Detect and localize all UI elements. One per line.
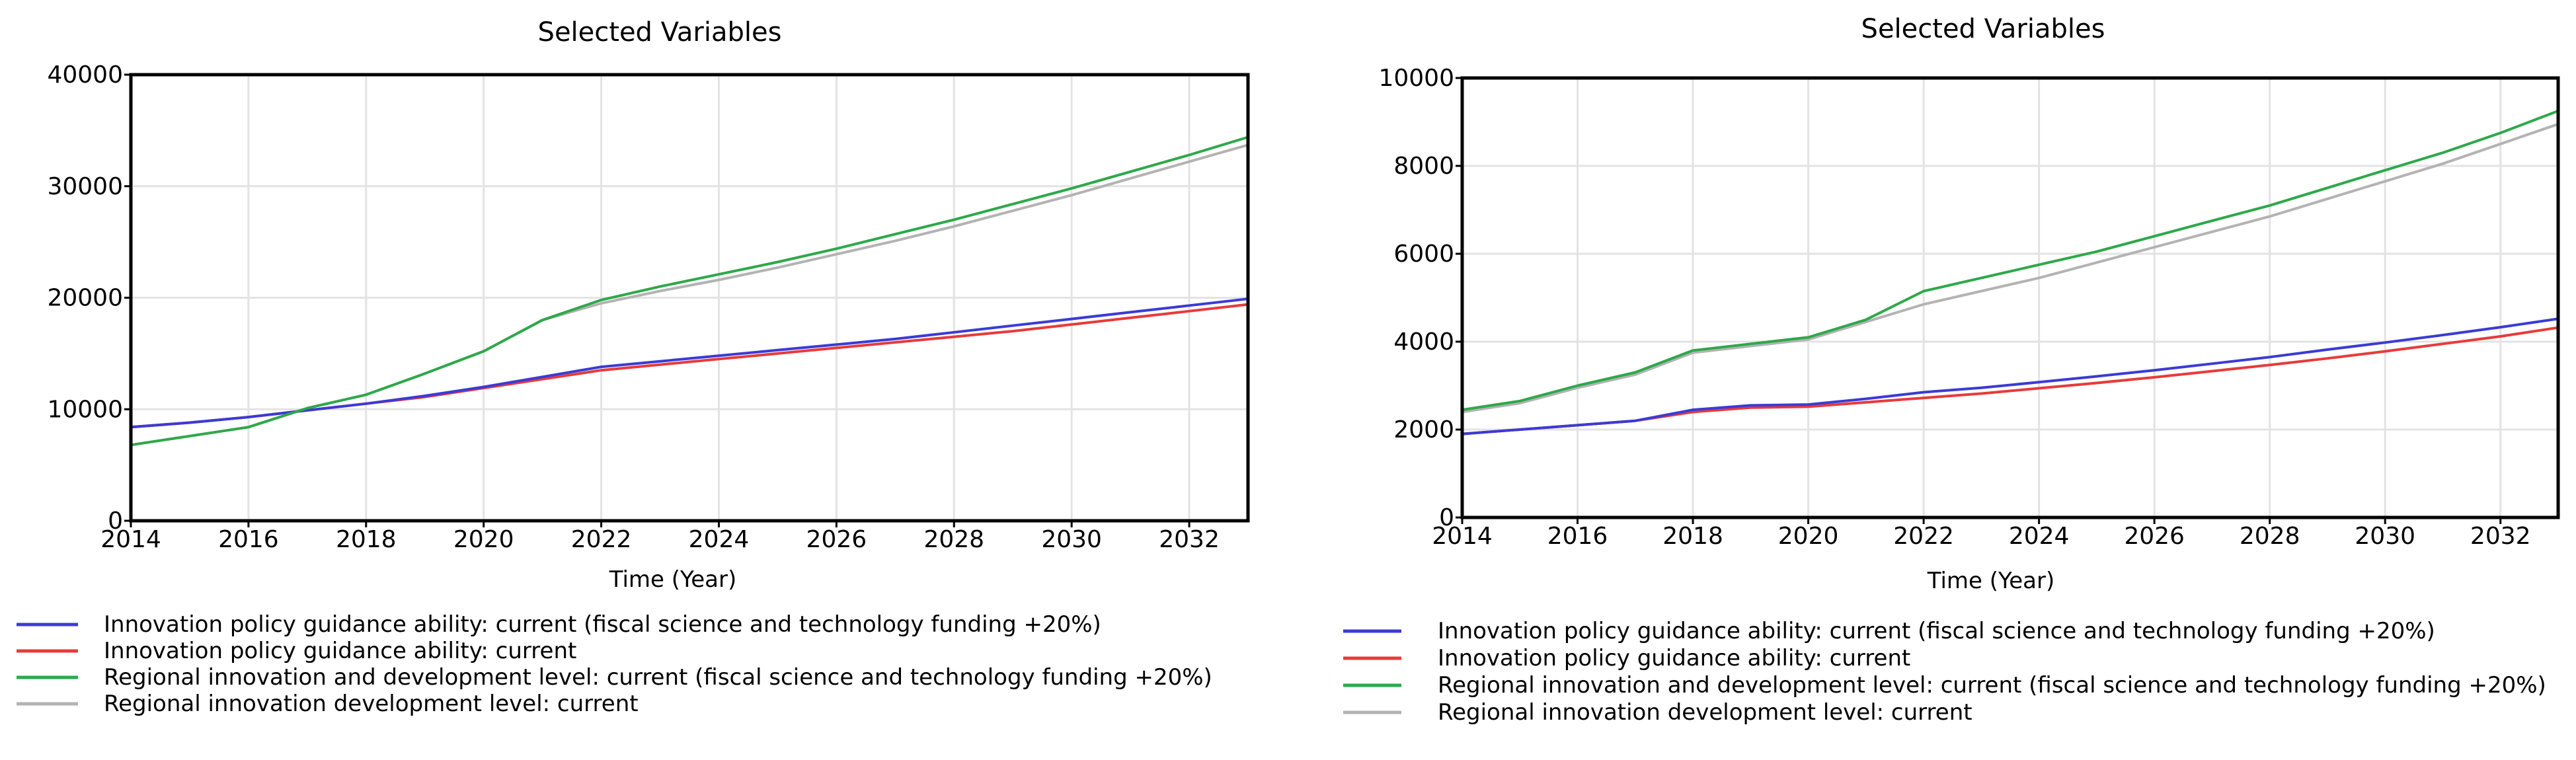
x-tick-label: 2028 xyxy=(923,526,984,553)
y-tick-label: 10000 xyxy=(1378,65,1454,92)
x-axis-title: Time (Year) xyxy=(609,566,737,593)
x-tick-label: 2024 xyxy=(2009,523,2070,550)
x-tick-label: 2030 xyxy=(2355,523,2415,550)
x-tick-label: 2020 xyxy=(453,526,514,553)
legend-label-4: Regional innovation development level: c… xyxy=(1438,699,1972,726)
x-tick-label: 2014 xyxy=(1432,523,1493,550)
x-tick-label: 2018 xyxy=(336,526,397,553)
chart-2: Selected Variables 0 2000 4000 6000 8000 10000… xyxy=(1343,14,2560,726)
legend: Innovation policy guidance ability: curr… xyxy=(1343,618,2546,726)
y-tick-label: 8000 xyxy=(1393,153,1454,180)
x-tick-label: 2014 xyxy=(100,526,161,553)
y-tick-label: 30000 xyxy=(47,173,123,200)
x-tick-label: 2020 xyxy=(1778,523,1839,550)
series-line-1 xyxy=(130,297,1249,429)
chart-title: Selected Variables xyxy=(1861,14,2105,44)
x-tick-label: 2018 xyxy=(1662,523,1723,550)
x-tick-label: 2030 xyxy=(1041,526,1102,553)
y-tick-label: 2000 xyxy=(1393,416,1454,443)
x-tick-label: 2016 xyxy=(218,526,279,553)
y-tick-label: 4000 xyxy=(1393,328,1454,356)
series-line-3 xyxy=(130,135,1249,447)
series-line-4 xyxy=(130,143,1249,447)
x-tick-label: 2026 xyxy=(2124,523,2185,550)
x-tick-label: 2016 xyxy=(1547,523,1608,550)
legend-label-2: Innovation policy guidance ability: curr… xyxy=(1438,645,1910,671)
x-tick-label: 2032 xyxy=(1159,526,1220,553)
legend-label-1: Innovation policy guidance ability: curr… xyxy=(1438,618,2435,644)
x-axis-title: Time (Year) xyxy=(1927,568,2055,594)
x-tick-label: 2022 xyxy=(1893,523,1954,550)
chart-title: Selected Variables xyxy=(538,17,782,48)
x-tick-label: 2028 xyxy=(2240,523,2300,550)
y-tick-label: 0 xyxy=(1439,504,1454,531)
legend-label-3: Regional innovation and development leve… xyxy=(1438,672,2546,699)
y-tick-label: 10000 xyxy=(47,396,123,423)
x-tick-label: 2024 xyxy=(689,526,750,553)
series-line-2 xyxy=(1462,326,2559,436)
y-tick-label: 40000 xyxy=(47,61,123,89)
y-tick-label: 0 xyxy=(108,508,123,535)
plot-frame xyxy=(1460,76,2560,519)
chart-1: Selected Variables 0 10000 20000 30000 40000 2… xyxy=(17,17,1250,717)
legend-label-3: Regional innovation and development leve… xyxy=(104,664,1212,691)
y-tick-label: 6000 xyxy=(1393,241,1454,268)
x-tick-label: 2032 xyxy=(2470,523,2531,550)
legend-label-4: Regional innovation development level: c… xyxy=(104,691,639,717)
series-line-3 xyxy=(1462,110,2559,412)
legend-label-1: Innovation policy guidance ability: curr… xyxy=(104,611,1101,638)
legend: Innovation policy guidance ability: curr… xyxy=(17,611,1212,717)
series-line-1 xyxy=(1462,317,2559,436)
y-tick-label: 20000 xyxy=(47,285,123,312)
x-tick-label: 2026 xyxy=(806,526,867,553)
legend-label-2: Innovation policy guidance ability: curr… xyxy=(104,638,576,664)
x-tick-label: 2022 xyxy=(571,526,632,553)
series-line-4 xyxy=(1462,122,2559,414)
